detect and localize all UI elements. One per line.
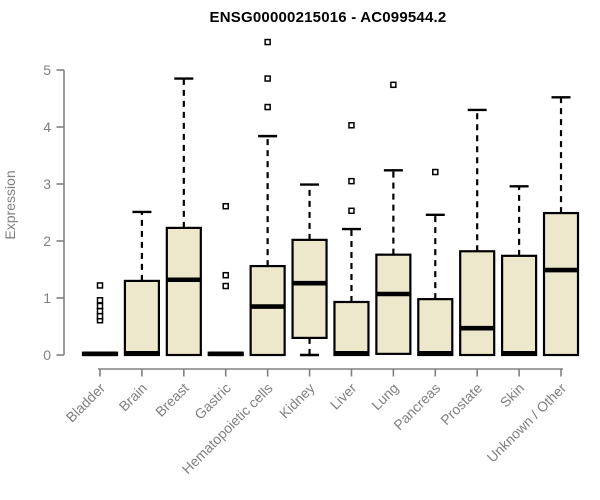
outlier-point	[96, 302, 104, 310]
box-rect	[165, 226, 202, 357]
outlier-point	[96, 307, 104, 315]
box-rect	[123, 279, 161, 357]
x-axis-tick-label: Lung	[368, 380, 401, 413]
outlier-point	[264, 38, 271, 46]
outlier-point	[96, 312, 104, 320]
box-rect	[459, 250, 496, 357]
outlier-point	[96, 297, 104, 304]
outlier-point	[264, 75, 271, 82]
outlier-point	[222, 271, 229, 279]
boxplot-hematopoietic-cells	[249, 38, 286, 357]
x-axis-tick-label: Unknown / Other	[484, 380, 570, 466]
boxplot-kidney	[291, 183, 328, 357]
x-axis-tick-label: Kidney	[276, 380, 318, 422]
y-axis-tick-label: 3	[43, 176, 51, 192]
outlier-point	[390, 81, 397, 89]
y-axis-tick-label: 5	[43, 62, 51, 78]
y-axis-tick-label: 0	[43, 347, 51, 363]
x-axis-tick-label: Brain	[116, 380, 150, 414]
y-axis-tick-label: 4	[43, 119, 51, 135]
x-axis-tick-label: Pancreas	[390, 380, 443, 433]
y-axis-label: Expression	[2, 170, 18, 239]
boxplot-prostate	[459, 108, 496, 357]
boxplot-skin	[501, 185, 538, 357]
boxplot-gastric	[207, 202, 244, 357]
boxplot-brain	[123, 210, 161, 357]
outlier-point	[348, 122, 355, 129]
y-axis-tick-label: 1	[43, 290, 51, 306]
box-rect	[333, 300, 370, 357]
box-rect	[291, 238, 328, 340]
x-axis-tick-label: Breast	[152, 380, 192, 420]
boxplot-unknown-other	[542, 96, 580, 357]
box-rect	[375, 253, 412, 355]
box-rect	[501, 254, 538, 357]
outlier-point	[348, 177, 355, 185]
box-rect	[417, 298, 454, 357]
outlier-point	[432, 168, 439, 176]
outlier-point	[96, 282, 104, 289]
outlier-point	[222, 282, 229, 290]
boxplot-breast	[165, 77, 202, 357]
box-rect	[542, 211, 580, 357]
x-axis-tick-label: Skin	[497, 380, 528, 411]
x-axis-tick-label: Liver	[327, 380, 360, 413]
boxplot-bladder	[81, 282, 119, 357]
y-axis-tick-label: 2	[43, 233, 51, 249]
x-axis-tick-label: Bladder	[63, 380, 109, 426]
box-rect	[249, 264, 286, 357]
boxplot-lung	[375, 81, 412, 355]
x-axis-tick-label: Prostate	[437, 380, 485, 428]
chart-title: ENSG00000215016 - AC099544.2	[209, 9, 447, 26]
boxplot-pancreas	[417, 168, 454, 357]
outlier-point	[264, 103, 271, 111]
boxplot-liver	[333, 122, 370, 357]
outlier-point	[222, 202, 229, 210]
outlier-point	[348, 207, 355, 215]
